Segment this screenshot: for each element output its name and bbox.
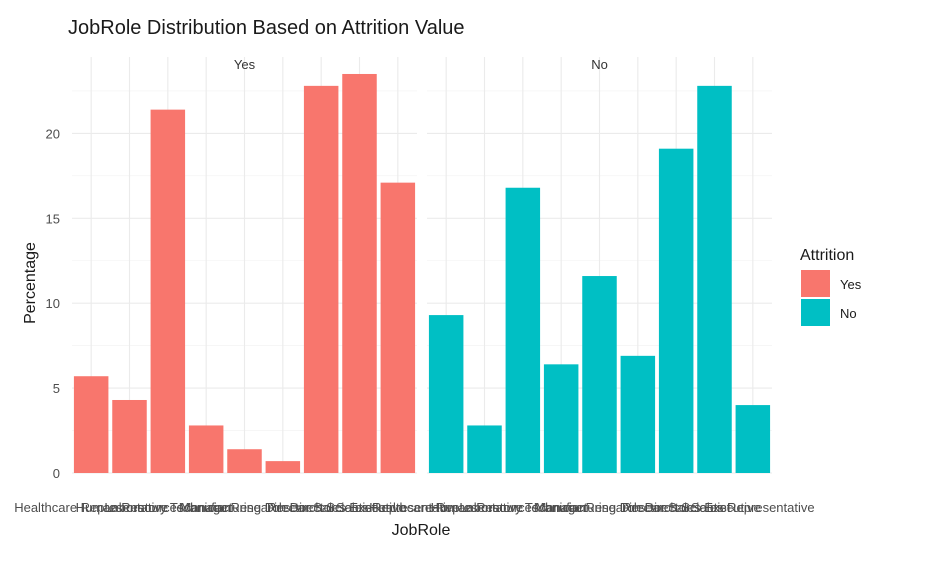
bar <box>112 399 147 473</box>
bar <box>428 315 464 473</box>
legend-key-yes <box>801 270 830 297</box>
y-axis-title: Percentage <box>22 242 39 324</box>
chart-title: JobRole Distribution Based on Attrition … <box>68 17 465 39</box>
bar <box>582 276 617 473</box>
bar <box>505 187 541 473</box>
x-tick-label: Sales Executive <box>313 500 406 515</box>
bar <box>188 425 224 473</box>
y-tick-label: 10 <box>46 296 60 311</box>
legend: Attrition Yes No <box>800 247 862 326</box>
bar <box>150 109 186 474</box>
x-tick-label: Sales Representative <box>336 500 460 515</box>
bar <box>303 85 339 474</box>
x-tick-label: Manager <box>536 500 588 515</box>
bar <box>265 461 301 473</box>
y-tick-label: 0 <box>53 466 60 481</box>
legend-label-yes: Yes <box>840 277 862 292</box>
bars-layer <box>73 73 771 474</box>
x-tick-label: Human Resources <box>76 500 184 515</box>
x-tick-label: Research Scientist <box>267 500 376 515</box>
legend-title: Attrition <box>800 247 854 264</box>
x-tick-label: Research Director <box>585 500 690 515</box>
y-tick-label: 20 <box>46 126 60 141</box>
x-tick-label: Laboratory Technician <box>459 500 586 515</box>
x-tick-label: Laboratory Technician <box>104 500 231 515</box>
bar <box>73 376 109 473</box>
bar <box>543 364 579 473</box>
x-tick-label: Sales Representative <box>691 500 815 515</box>
bar <box>697 85 732 474</box>
x-tick-label: Healthcare Representative <box>369 500 523 515</box>
x-tick-label: Research Scientist <box>622 500 731 515</box>
x-tick-label: Manufacturing Director <box>179 500 311 515</box>
x-axis-title: JobRole <box>392 522 451 539</box>
bar <box>620 355 656 473</box>
bar <box>380 182 416 473</box>
bar <box>467 425 502 473</box>
legend-label-no: No <box>840 306 857 321</box>
bar <box>735 405 771 473</box>
x-tick-label: Manager <box>181 500 233 515</box>
bar <box>227 449 262 473</box>
y-tick-label: 15 <box>46 211 60 226</box>
bar <box>342 73 377 474</box>
x-tick-label: Healthcare Representative <box>14 500 168 515</box>
x-tick-label: Research Director <box>230 500 335 515</box>
y-axis-ticks: 0 5 10 15 20 <box>46 126 60 481</box>
x-tick-label: Human Resources <box>431 500 539 515</box>
bar <box>658 148 694 473</box>
x-tick-label: Manufacturing Director <box>534 500 666 515</box>
legend-key-no <box>801 299 830 326</box>
facet-strip-label: Yes <box>234 57 256 72</box>
facet-strip-label: No <box>591 57 608 72</box>
y-tick-label: 5 <box>53 381 60 396</box>
x-tick-label: Sales Executive <box>668 500 761 515</box>
